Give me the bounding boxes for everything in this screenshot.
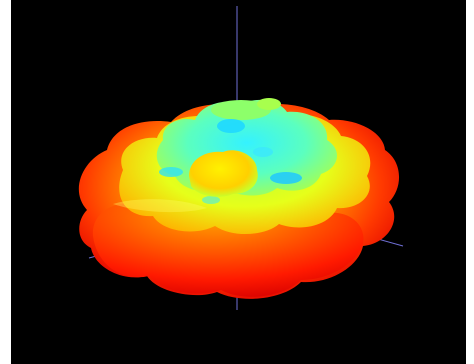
surface-fold-5	[202, 196, 220, 204]
surface-fold-2	[270, 172, 302, 184]
3d-plot-canvas[interactable]	[11, 0, 466, 364]
surface-fold-3	[159, 167, 183, 177]
surface-top-bump	[211, 100, 271, 120]
3d-viewport[interactable]	[11, 0, 466, 364]
surface-highlight	[113, 199, 207, 213]
surface-fold-4	[253, 147, 273, 157]
surface-central-peak	[189, 150, 258, 197]
surface-fold	[217, 119, 245, 133]
surface-top-bump-2	[257, 98, 281, 110]
